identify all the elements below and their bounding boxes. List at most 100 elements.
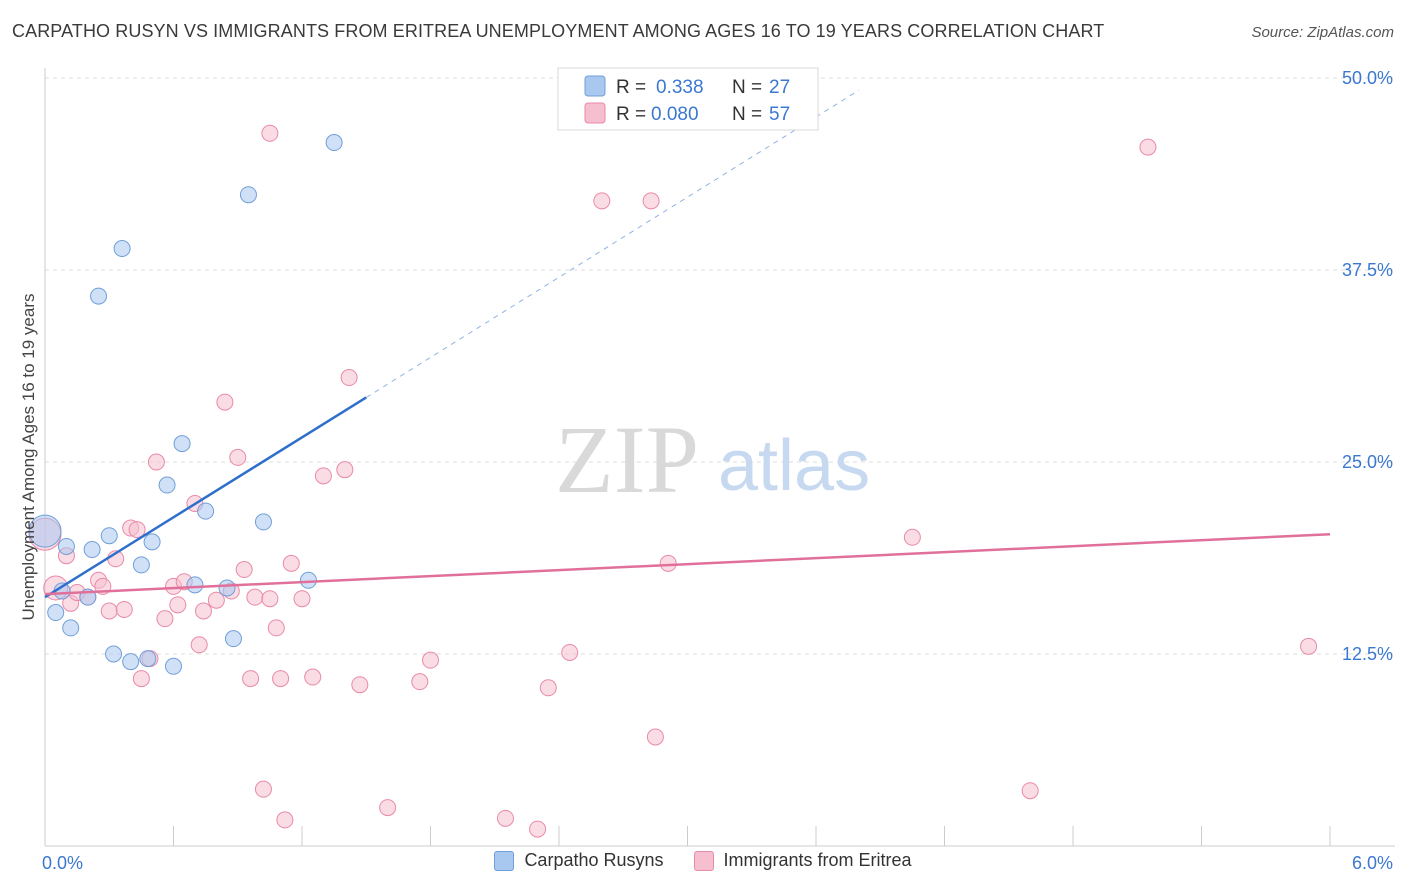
data-point xyxy=(1021,782,1039,800)
data-point xyxy=(90,287,108,305)
data-point xyxy=(128,521,146,539)
y-tick-label: 50.0% xyxy=(1342,68,1393,88)
data-point xyxy=(105,645,123,663)
y-axis-label-group: Unemployment Among Ages 16 to 19 years xyxy=(19,294,38,621)
source-label: Source: ZipAtlas.com xyxy=(1251,24,1394,41)
legend-label-immigrants-from-eritrea: Immigrants from Eritrea xyxy=(723,850,912,870)
data-point xyxy=(304,668,322,686)
trend-line-carpatho-rusyns xyxy=(44,396,367,599)
y-axis-label: Unemployment Among Ages 16 to 19 years xyxy=(19,294,38,621)
axes: 12.5% 25.0% 37.5% 50.0% 0.0% 6.0% xyxy=(42,68,1395,873)
data-point xyxy=(122,653,140,671)
data-point xyxy=(1300,637,1318,655)
data-point xyxy=(254,513,272,531)
data-point xyxy=(340,369,358,387)
legend-swatch-immigrants-from-eritrea xyxy=(693,850,714,871)
y-tick-label: 25.0% xyxy=(1342,452,1393,472)
data-point xyxy=(62,619,80,637)
data-point xyxy=(83,541,101,559)
data-point xyxy=(561,643,579,661)
data-point xyxy=(261,124,279,142)
data-point xyxy=(235,561,253,579)
data-point xyxy=(267,619,285,637)
data-point xyxy=(132,556,150,574)
legend-swatch-pink xyxy=(584,102,606,124)
data-point xyxy=(272,670,290,688)
data-point xyxy=(169,596,187,614)
x-tick-label: 0.0% xyxy=(42,853,83,873)
y-tick-label: 37.5% xyxy=(1342,260,1393,280)
legend-label-carpatho-rusyns: Carpatho Rusyns xyxy=(524,850,664,870)
data-point xyxy=(903,528,921,546)
data-point xyxy=(218,579,236,597)
legend-n-label-blue: N = xyxy=(732,77,762,98)
data-point xyxy=(173,435,191,453)
data-point xyxy=(165,657,182,675)
legend-r-label-blue: R = xyxy=(616,77,646,98)
watermark: ZIP atlas xyxy=(555,406,870,513)
data-point xyxy=(28,514,62,548)
legend-bottom: Carpatho Rusyns Immigrants from Eritrea xyxy=(0,850,1406,871)
legend-n-value-blue: 27 xyxy=(769,77,790,98)
legend-swatch-carpatho-rusyns xyxy=(494,850,515,871)
watermark-zip: ZIP xyxy=(555,406,699,513)
data-point xyxy=(646,728,664,746)
data-point xyxy=(642,192,660,210)
data-point xyxy=(190,636,208,654)
data-point xyxy=(496,809,514,827)
legend-n-value-pink: 57 xyxy=(769,104,790,125)
data-point xyxy=(194,602,212,620)
trend-lines xyxy=(44,89,1331,599)
series-carpatho-rusyns xyxy=(28,134,343,675)
data-point xyxy=(113,239,131,257)
data-point xyxy=(47,604,65,622)
legend-item-carpatho-rusyns[interactable]: Carpatho Rusyns xyxy=(494,850,664,871)
data-point xyxy=(254,780,272,798)
data-point xyxy=(293,590,311,608)
data-point xyxy=(197,502,215,520)
legend-item-immigrants-from-eritrea[interactable]: Immigrants from Eritrea xyxy=(693,850,912,871)
data-point xyxy=(224,630,242,648)
data-point xyxy=(100,527,118,545)
trend-line-carpatho-rusyns-extension xyxy=(365,89,860,398)
data-point xyxy=(239,186,257,204)
data-point xyxy=(379,799,397,817)
data-point xyxy=(242,670,260,688)
data-point xyxy=(299,571,317,589)
data-point xyxy=(261,590,279,608)
data-point xyxy=(411,673,429,691)
data-point xyxy=(282,554,300,572)
legend-top: R = 0.338 N = 27 R = 0.080 N = 57 xyxy=(557,67,819,131)
data-point xyxy=(659,554,677,572)
data-point xyxy=(276,811,294,829)
legend-r-label-pink: R = xyxy=(616,104,646,125)
data-point xyxy=(186,576,204,594)
data-point xyxy=(351,676,369,694)
x-tick-label: 6.0% xyxy=(1352,853,1393,873)
chart-title: CARPATHO RUSYN VS IMMIGRANTS FROM ERITRE… xyxy=(12,21,1105,41)
legend-n-label-pink: N = xyxy=(732,104,762,125)
watermark-atlas: atlas xyxy=(718,426,870,506)
data-point xyxy=(100,602,118,620)
legend-swatch-blue xyxy=(584,75,606,97)
data-point xyxy=(336,461,354,479)
data-point xyxy=(422,651,439,669)
data-point xyxy=(158,476,176,494)
data-point xyxy=(314,467,332,485)
trend-line-immigrants-from-eritrea xyxy=(44,532,1331,596)
data-point xyxy=(115,600,133,618)
data-point xyxy=(1139,138,1157,156)
data-point xyxy=(147,453,165,471)
data-point xyxy=(246,588,264,606)
y-tick-label: 12.5% xyxy=(1342,644,1393,664)
data-point xyxy=(593,192,611,210)
data-point xyxy=(156,610,174,628)
legend-r-value-pink: 0.080 xyxy=(651,104,699,125)
data-point xyxy=(229,448,247,466)
legend-r-value-blue: 0.338 xyxy=(656,77,704,98)
data-point xyxy=(539,679,557,697)
data-point xyxy=(529,820,547,838)
data-point xyxy=(325,134,343,152)
data-point xyxy=(207,591,225,609)
